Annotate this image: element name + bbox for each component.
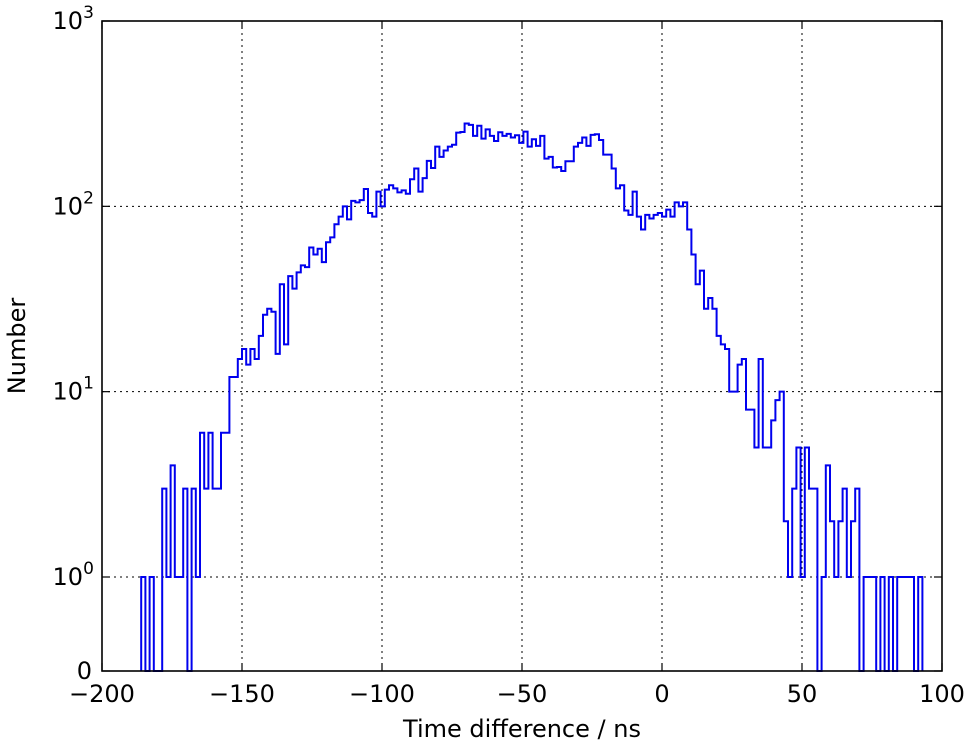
y-tick-label-exponent: 1 (83, 374, 94, 394)
y-tick-label-exponent: 3 (83, 3, 94, 23)
y-tick-label: 0 (77, 657, 92, 685)
y-tick-label: 210 (52, 188, 94, 220)
y-tick-label-exponent: 2 (83, 188, 94, 208)
x-tick-label: 100 (919, 680, 965, 708)
x-tick-label: −50 (497, 680, 548, 708)
grid-layer (102, 21, 942, 671)
x-tick-label: −150 (209, 680, 275, 708)
y-tick-label-base: 10 (52, 192, 83, 220)
tick-layer (101, 20, 943, 672)
y-tick-label: 310 (52, 3, 94, 35)
x-tick-label: 50 (787, 680, 818, 708)
x-tick-label: 0 (654, 680, 669, 708)
y-tick-label-text: 0 (77, 657, 92, 685)
x-tick-label: −100 (349, 680, 415, 708)
y-tick-label-base: 10 (52, 563, 83, 591)
x-tick-label: −200 (69, 680, 135, 708)
y-tick-label: 110 (52, 374, 94, 406)
histogram-series-line (140, 122, 924, 672)
y-tick-label-exponent: 0 (83, 559, 94, 579)
y-tick-label: 010 (52, 559, 94, 591)
x-axis-tick-labels: −200 −150 −100 −50 0 50 100 (69, 680, 965, 708)
y-tick-label-base: 10 (52, 378, 83, 406)
y-tick-label-base: 10 (52, 7, 83, 35)
x-axis-label: Time difference / ns (402, 715, 641, 743)
y-axis-label: Number (3, 298, 31, 395)
